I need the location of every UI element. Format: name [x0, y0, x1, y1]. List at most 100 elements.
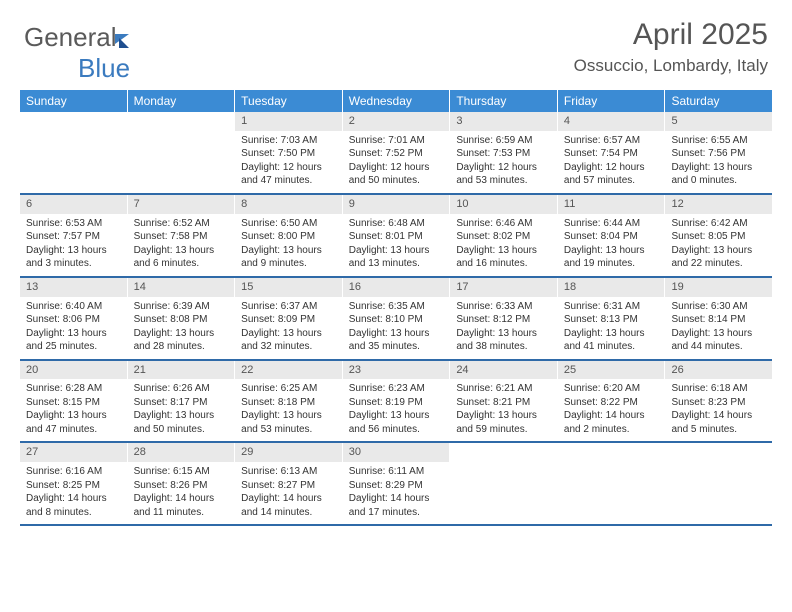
day-cell: 18Sunrise: 6:31 AMSunset: 8:13 PMDayligh… [558, 278, 666, 359]
day-number: 5 [665, 112, 772, 131]
day-details: Sunrise: 6:59 AMSunset: 7:53 PMDaylight:… [450, 131, 557, 193]
weekday-tuesday: Tuesday [235, 90, 343, 112]
day-number: 8 [235, 195, 342, 214]
day-number: 19 [665, 278, 772, 297]
day-cell: 7Sunrise: 6:52 AMSunset: 7:58 PMDaylight… [128, 195, 236, 276]
day-details: Sunrise: 6:23 AMSunset: 8:19 PMDaylight:… [343, 379, 450, 441]
day-details: Sunrise: 6:26 AMSunset: 8:17 PMDaylight:… [128, 379, 235, 441]
empty-cell [20, 112, 128, 193]
empty-cell [665, 443, 772, 524]
day-number: 1 [235, 112, 342, 131]
day-cell: 3Sunrise: 6:59 AMSunset: 7:53 PMDaylight… [450, 112, 558, 193]
day-cell: 1Sunrise: 7:03 AMSunset: 7:50 PMDaylight… [235, 112, 343, 193]
day-cell: 9Sunrise: 6:48 AMSunset: 8:01 PMDaylight… [343, 195, 451, 276]
day-number: 2 [343, 112, 450, 131]
day-number: 12 [665, 195, 772, 214]
day-cell: 20Sunrise: 6:28 AMSunset: 8:15 PMDayligh… [20, 361, 128, 442]
day-cell: 21Sunrise: 6:26 AMSunset: 8:17 PMDayligh… [128, 361, 236, 442]
day-details: Sunrise: 6:50 AMSunset: 8:00 PMDaylight:… [235, 214, 342, 276]
day-cell: 29Sunrise: 6:13 AMSunset: 8:27 PMDayligh… [235, 443, 343, 524]
weekday-monday: Monday [128, 90, 236, 112]
day-number: 26 [665, 361, 772, 380]
day-cell: 2Sunrise: 7:01 AMSunset: 7:52 PMDaylight… [343, 112, 451, 193]
weekday-thursday: Thursday [450, 90, 558, 112]
empty-cell [558, 443, 666, 524]
brand-part2: Blue [78, 53, 130, 83]
weekday-wednesday: Wednesday [343, 90, 451, 112]
day-details: Sunrise: 6:40 AMSunset: 8:06 PMDaylight:… [20, 297, 127, 359]
day-details: Sunrise: 6:20 AMSunset: 8:22 PMDaylight:… [558, 379, 665, 441]
logo-triangle2-icon [119, 38, 129, 48]
day-details: Sunrise: 6:48 AMSunset: 8:01 PMDaylight:… [343, 214, 450, 276]
day-cell: 30Sunrise: 6:11 AMSunset: 8:29 PMDayligh… [343, 443, 451, 524]
day-number: 16 [343, 278, 450, 297]
day-cell: 15Sunrise: 6:37 AMSunset: 8:09 PMDayligh… [235, 278, 343, 359]
day-cell: 22Sunrise: 6:25 AMSunset: 8:18 PMDayligh… [235, 361, 343, 442]
weekday-sunday: Sunday [20, 90, 128, 112]
day-details: Sunrise: 6:57 AMSunset: 7:54 PMDaylight:… [558, 131, 665, 193]
week-row: 6Sunrise: 6:53 AMSunset: 7:57 PMDaylight… [20, 195, 772, 278]
day-number: 6 [20, 195, 127, 214]
week-row: 13Sunrise: 6:40 AMSunset: 8:06 PMDayligh… [20, 278, 772, 361]
weekday-header-row: SundayMondayTuesdayWednesdayThursdayFrid… [20, 90, 772, 112]
day-cell: 23Sunrise: 6:23 AMSunset: 8:19 PMDayligh… [343, 361, 451, 442]
empty-cell [450, 443, 558, 524]
day-details: Sunrise: 6:16 AMSunset: 8:25 PMDaylight:… [20, 462, 127, 524]
day-number: 20 [20, 361, 127, 380]
day-details: Sunrise: 7:01 AMSunset: 7:52 PMDaylight:… [343, 131, 450, 193]
day-number: 7 [128, 195, 235, 214]
day-number: 18 [558, 278, 665, 297]
day-cell: 14Sunrise: 6:39 AMSunset: 8:08 PMDayligh… [128, 278, 236, 359]
day-number: 13 [20, 278, 127, 297]
day-details: Sunrise: 6:37 AMSunset: 8:09 PMDaylight:… [235, 297, 342, 359]
day-details: Sunrise: 6:21 AMSunset: 8:21 PMDaylight:… [450, 379, 557, 441]
day-cell: 27Sunrise: 6:16 AMSunset: 8:25 PMDayligh… [20, 443, 128, 524]
day-number: 21 [128, 361, 235, 380]
day-cell: 24Sunrise: 6:21 AMSunset: 8:21 PMDayligh… [450, 361, 558, 442]
day-details: Sunrise: 6:28 AMSunset: 8:15 PMDaylight:… [20, 379, 127, 441]
day-cell: 5Sunrise: 6:55 AMSunset: 7:56 PMDaylight… [665, 112, 772, 193]
day-cell: 4Sunrise: 6:57 AMSunset: 7:54 PMDaylight… [558, 112, 666, 193]
day-details: Sunrise: 6:35 AMSunset: 8:10 PMDaylight:… [343, 297, 450, 359]
day-details: Sunrise: 6:44 AMSunset: 8:04 PMDaylight:… [558, 214, 665, 276]
day-cell: 6Sunrise: 6:53 AMSunset: 7:57 PMDaylight… [20, 195, 128, 276]
week-row: 1Sunrise: 7:03 AMSunset: 7:50 PMDaylight… [20, 112, 772, 195]
day-cell: 28Sunrise: 6:15 AMSunset: 8:26 PMDayligh… [128, 443, 236, 524]
week-row: 20Sunrise: 6:28 AMSunset: 8:15 PMDayligh… [20, 361, 772, 444]
day-details: Sunrise: 6:31 AMSunset: 8:13 PMDaylight:… [558, 297, 665, 359]
day-number: 28 [128, 443, 235, 462]
day-details: Sunrise: 7:03 AMSunset: 7:50 PMDaylight:… [235, 131, 342, 193]
weekday-friday: Friday [558, 90, 666, 112]
day-cell: 16Sunrise: 6:35 AMSunset: 8:10 PMDayligh… [343, 278, 451, 359]
page-header: April 2025 Ossuccio, Lombardy, Italy [574, 18, 768, 76]
day-details: Sunrise: 6:30 AMSunset: 8:14 PMDaylight:… [665, 297, 772, 359]
day-number: 23 [343, 361, 450, 380]
day-cell: 13Sunrise: 6:40 AMSunset: 8:06 PMDayligh… [20, 278, 128, 359]
day-details: Sunrise: 6:11 AMSunset: 8:29 PMDaylight:… [343, 462, 450, 524]
day-details: Sunrise: 6:33 AMSunset: 8:12 PMDaylight:… [450, 297, 557, 359]
day-number: 22 [235, 361, 342, 380]
day-cell: 11Sunrise: 6:44 AMSunset: 8:04 PMDayligh… [558, 195, 666, 276]
day-number: 4 [558, 112, 665, 131]
day-number: 24 [450, 361, 557, 380]
page-title: April 2025 [574, 18, 768, 52]
location-text: Ossuccio, Lombardy, Italy [574, 56, 768, 76]
day-details: Sunrise: 6:53 AMSunset: 7:57 PMDaylight:… [20, 214, 127, 276]
day-cell: 19Sunrise: 6:30 AMSunset: 8:14 PMDayligh… [665, 278, 772, 359]
day-cell: 12Sunrise: 6:42 AMSunset: 8:05 PMDayligh… [665, 195, 772, 276]
brand-logo: General Blue [24, 22, 130, 84]
day-details: Sunrise: 6:46 AMSunset: 8:02 PMDaylight:… [450, 214, 557, 276]
day-details: Sunrise: 6:55 AMSunset: 7:56 PMDaylight:… [665, 131, 772, 193]
day-details: Sunrise: 6:25 AMSunset: 8:18 PMDaylight:… [235, 379, 342, 441]
day-details: Sunrise: 6:42 AMSunset: 8:05 PMDaylight:… [665, 214, 772, 276]
day-number: 3 [450, 112, 557, 131]
day-number: 30 [343, 443, 450, 462]
empty-cell [128, 112, 236, 193]
day-cell: 25Sunrise: 6:20 AMSunset: 8:22 PMDayligh… [558, 361, 666, 442]
day-cell: 26Sunrise: 6:18 AMSunset: 8:23 PMDayligh… [665, 361, 772, 442]
day-number: 15 [235, 278, 342, 297]
day-details: Sunrise: 6:18 AMSunset: 8:23 PMDaylight:… [665, 379, 772, 441]
day-number: 14 [128, 278, 235, 297]
day-number: 25 [558, 361, 665, 380]
day-details: Sunrise: 6:13 AMSunset: 8:27 PMDaylight:… [235, 462, 342, 524]
